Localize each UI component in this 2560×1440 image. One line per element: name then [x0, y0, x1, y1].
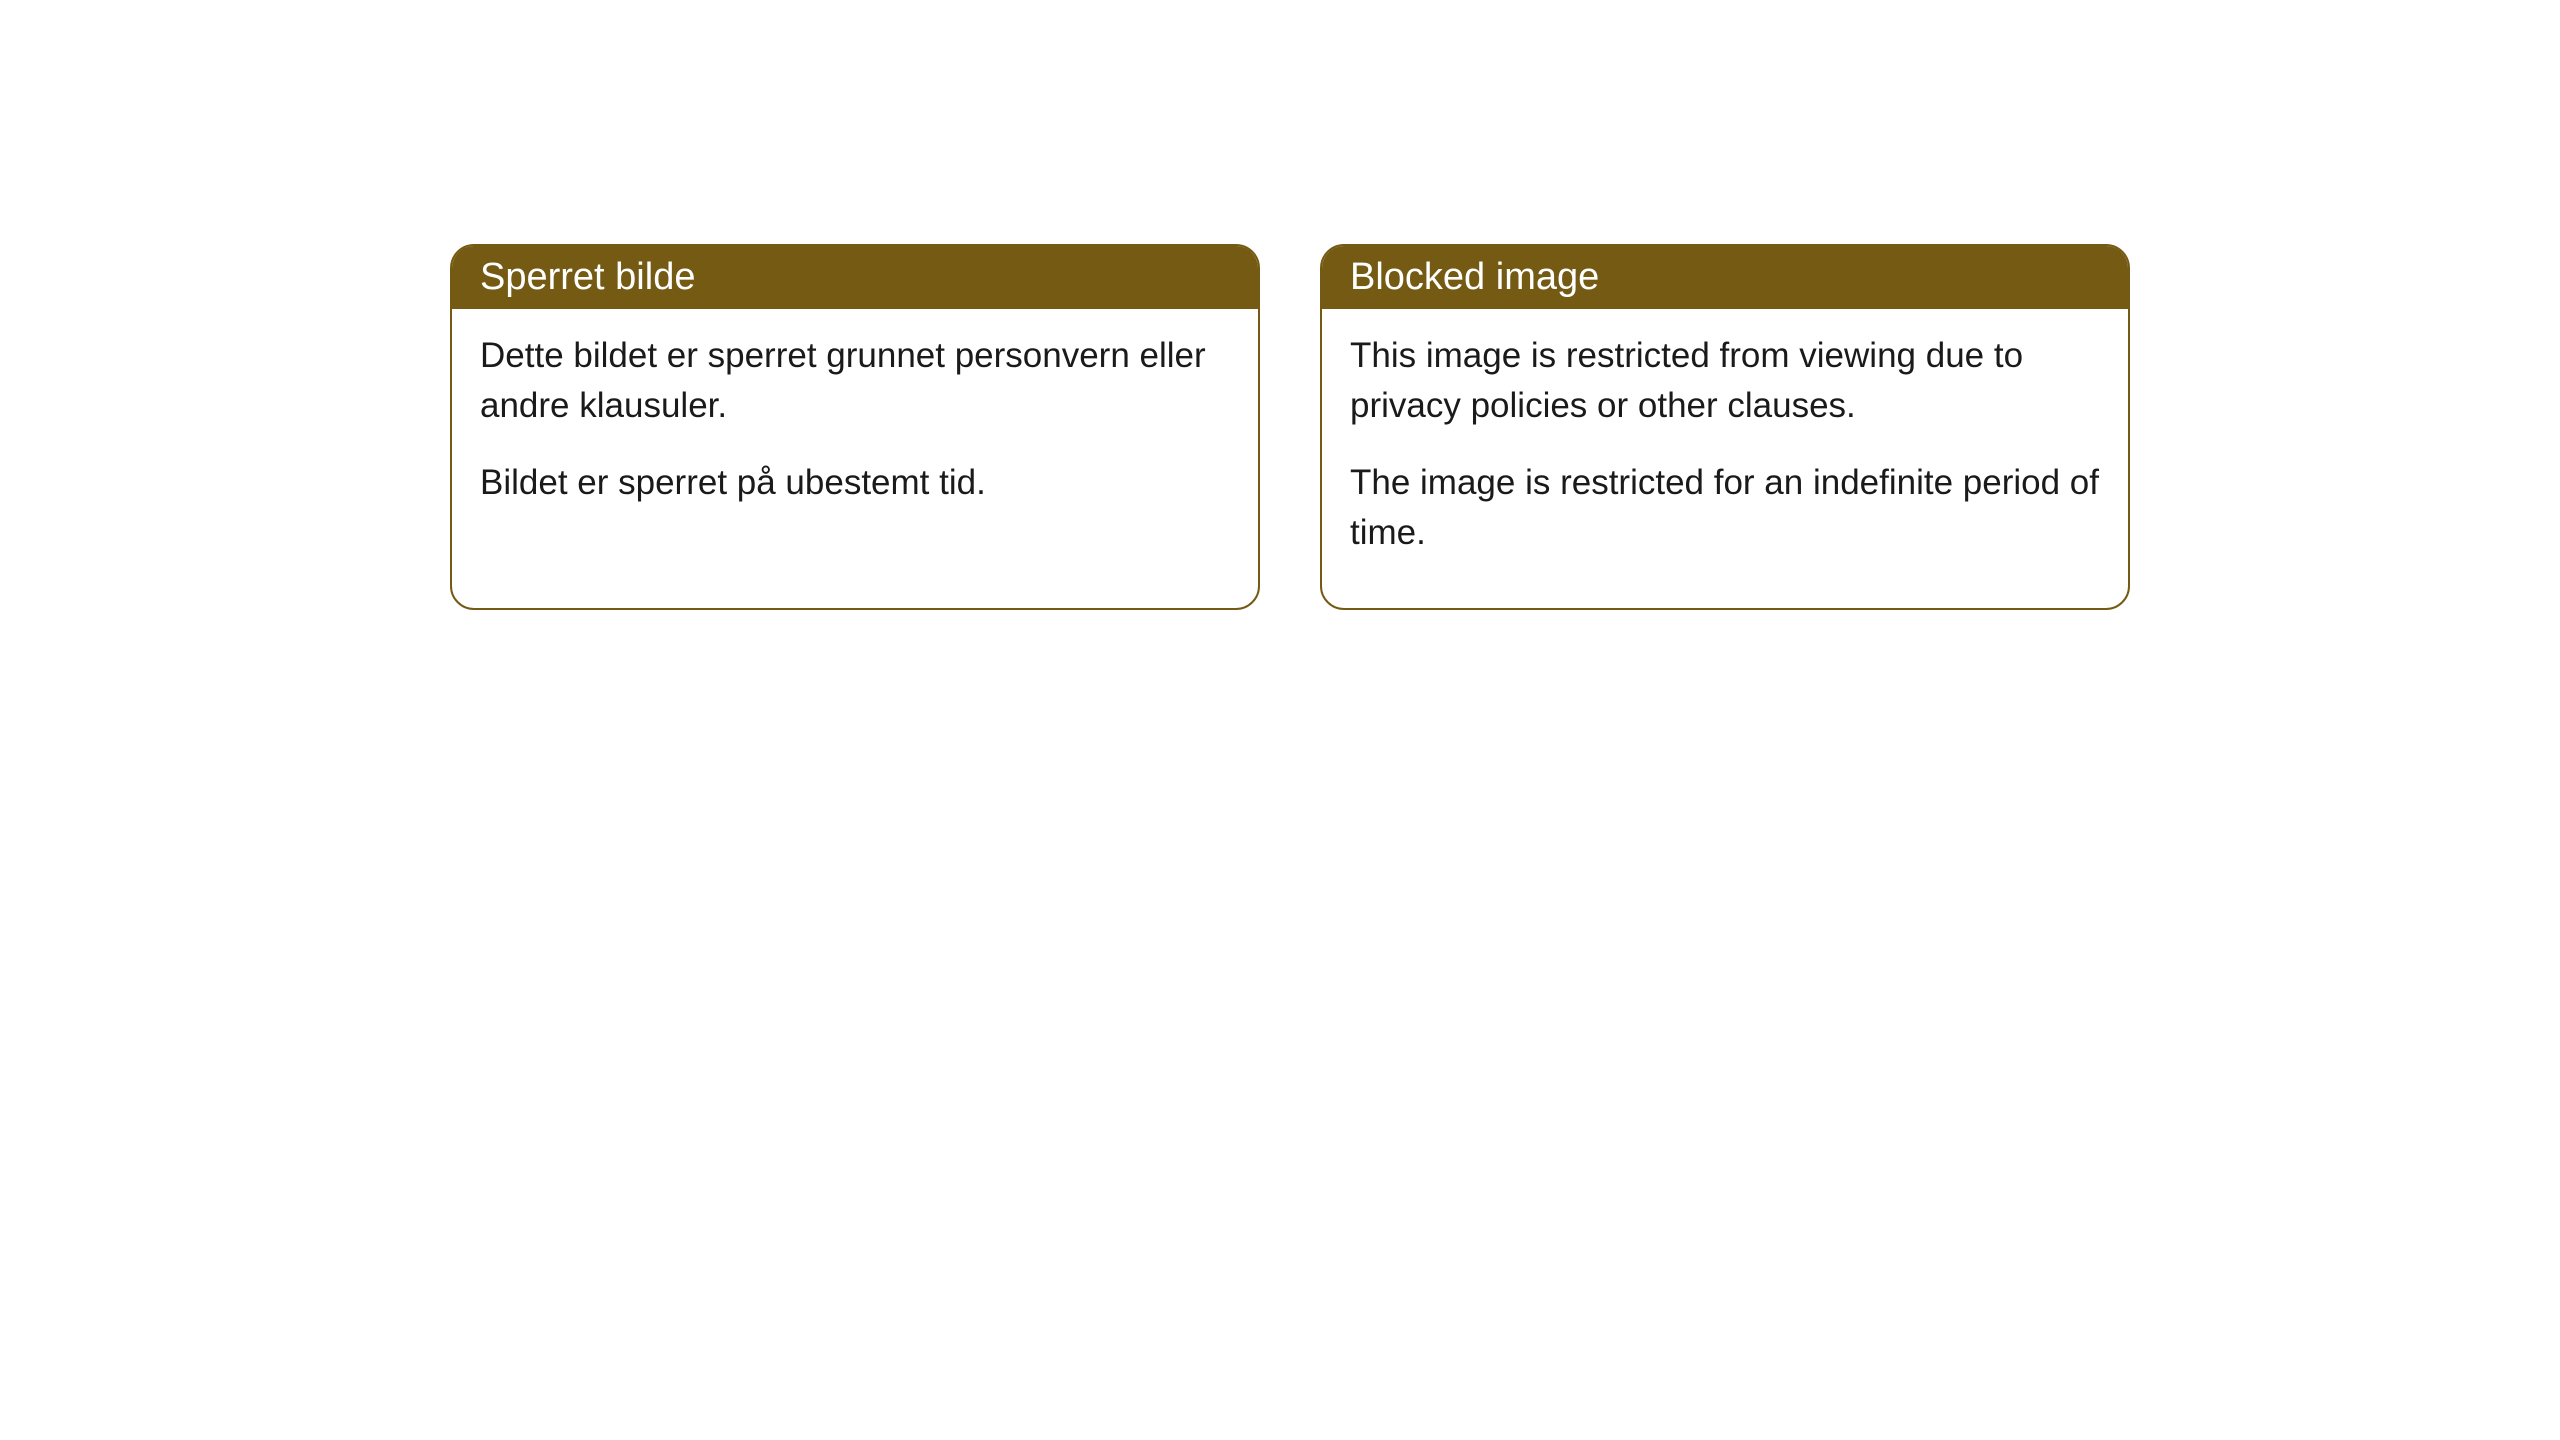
card-body-english: This image is restricted from viewing du… [1322, 309, 2128, 608]
card-title-english: Blocked image [1350, 256, 1599, 298]
card-body-norwegian: Dette bildet er sperret grunnet personve… [452, 309, 1258, 558]
card-paragraph-2-english: The image is restricted for an indefinit… [1350, 458, 2100, 557]
notice-cards-container: Sperret bilde Dette bildet er sperret gr… [450, 244, 2130, 610]
card-paragraph-1-english: This image is restricted from viewing du… [1350, 331, 2100, 430]
card-header-english: Blocked image [1322, 246, 2128, 309]
card-title-norwegian: Sperret bilde [480, 256, 695, 298]
blocked-image-card-english: Blocked image This image is restricted f… [1320, 244, 2130, 610]
card-paragraph-2-norwegian: Bildet er sperret på ubestemt tid. [480, 458, 1230, 508]
card-paragraph-1-norwegian: Dette bildet er sperret grunnet personve… [480, 331, 1230, 430]
blocked-image-card-norwegian: Sperret bilde Dette bildet er sperret gr… [450, 244, 1260, 610]
card-header-norwegian: Sperret bilde [452, 246, 1258, 309]
